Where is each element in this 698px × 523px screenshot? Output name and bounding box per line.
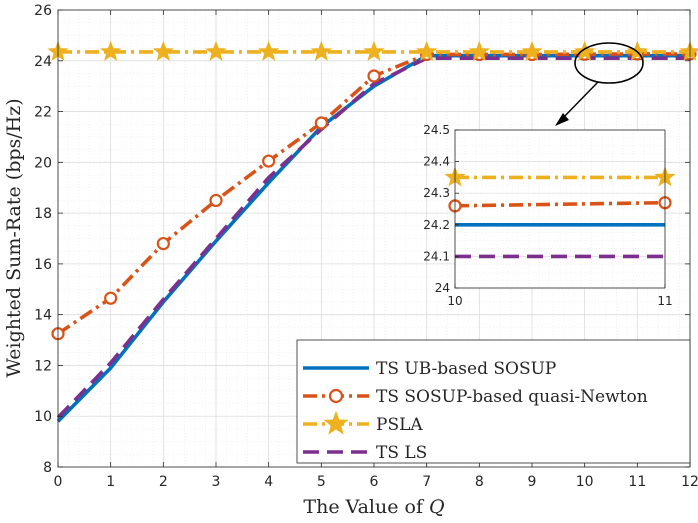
inset-y-tick-label: 24.5: [423, 123, 450, 137]
x-tick-label: 2: [159, 474, 168, 490]
y-tick-label: 8: [43, 460, 52, 476]
x-tick-label: 0: [54, 474, 63, 490]
legend-label-ts-ub-based-sosup: TS UB-based SOSUP: [376, 359, 556, 379]
data-point-ts-sosup-based-quasi-newton: [209, 193, 223, 208]
x-tick-label: 11: [628, 474, 646, 490]
legend-label-ts-ls: TS LS: [376, 443, 427, 463]
inset-axes-box: [454, 129, 666, 289]
y-axis-label: Weighted Sum-Rate (bps/Hz): [3, 98, 25, 377]
inset-x-tick-label: 10: [447, 294, 462, 308]
inset-y-tick-label: 24.3: [423, 186, 450, 200]
data-point-psla: [100, 40, 122, 61]
y-tick-label: 18: [34, 206, 52, 222]
legend-label-ts-sosup-based-quasi-newton: TS SOSUP-based quasi-Newton: [376, 387, 648, 407]
x-tick-label: 9: [528, 474, 537, 490]
data-point-psla: [310, 40, 332, 61]
data-point-psla: [363, 40, 385, 61]
legend-marker-psla: [323, 410, 349, 435]
legend-label-psla: PSLA: [376, 415, 423, 435]
x-axis-label-prefix: The Value of: [303, 496, 429, 518]
y-tick-labels: 8 10 12 14 16 18 20 22 24 26: [34, 3, 690, 476]
inset-y-tick-labels: 24 24.1 24.2 24.3 24.4 24.5: [423, 123, 459, 295]
inset-y-tick-label: 24: [435, 281, 450, 295]
data-point-psla: [574, 40, 596, 61]
inset-y-tick-label: 24.1: [423, 249, 450, 263]
y-tick-label: 12: [34, 358, 52, 374]
data-point-ts-sosup-based-quasi-newton: [314, 116, 328, 130]
x-tick-label: 12: [681, 474, 698, 490]
inset-x-tick-labels: 10 11: [447, 284, 673, 308]
x-axis-label: The Value of Q: [303, 496, 444, 518]
x-tick-label: 7: [422, 474, 431, 490]
data-point-psla: [416, 40, 438, 61]
data-point-ts-sosup-based-quasi-newton: [104, 291, 118, 305]
x-tick-label: 6: [370, 474, 379, 490]
legend: TS UB-based SOSUP TS SOSUP-based quasi-Ne…: [296, 339, 691, 464]
inset-y-tick-label: 24.4: [423, 155, 450, 169]
x-tick-labels: 0 1 2 3 4 5 6 7 8 9 10 11 12: [54, 10, 698, 490]
x-tick-label: 1: [106, 474, 115, 490]
data-point-psla: [468, 40, 490, 61]
x-tick-label: 3: [212, 474, 221, 490]
series-group: [47, 40, 698, 423]
data-point-psla: [152, 40, 174, 61]
legend-box: [296, 339, 691, 464]
zoom-arrow: [559, 81, 599, 122]
data-point-ts-sosup-based-quasi-newton: [262, 154, 276, 168]
series-psla: [47, 40, 698, 61]
y-tick-label: 10: [34, 409, 52, 425]
data-point-psla: [258, 40, 280, 61]
x-tick-label: 8: [475, 474, 484, 490]
data-point-ts-sosup-based-quasi-newton: [367, 69, 381, 83]
x-tick-label: 10: [576, 474, 594, 490]
inset-zoom-plot: 10 11 24 24.1 24.2 24.3 24.4 24.5: [423, 123, 676, 308]
x-tick-label: 5: [317, 474, 326, 490]
data-point-ts-sosup-based-quasi-newton: [156, 236, 170, 251]
inset-x-tick-label: 11: [657, 294, 672, 308]
legend-marker-ts-sosup-based-quasi-newton: [328, 388, 344, 404]
zoom-ellipse: [574, 42, 644, 84]
y-tick-label: 14: [34, 308, 52, 324]
inset-series-line-ts-sosup-based-quasi-newton: [454, 200, 666, 208]
y-tick-label: 26: [34, 3, 52, 19]
data-point-psla: [205, 40, 227, 61]
y-tick-label: 22: [34, 105, 52, 121]
y-tick-label: 20: [34, 155, 52, 171]
data-point-psla: [521, 40, 543, 61]
x-tick-label: 4: [264, 474, 273, 490]
x-axis-label-variable: Q: [429, 496, 445, 518]
y-tick-label: 24: [34, 54, 52, 70]
inset-y-tick-label: 24.2: [423, 218, 450, 232]
y-tick-label: 16: [34, 257, 52, 273]
zoom-arrowhead: [555, 113, 569, 126]
